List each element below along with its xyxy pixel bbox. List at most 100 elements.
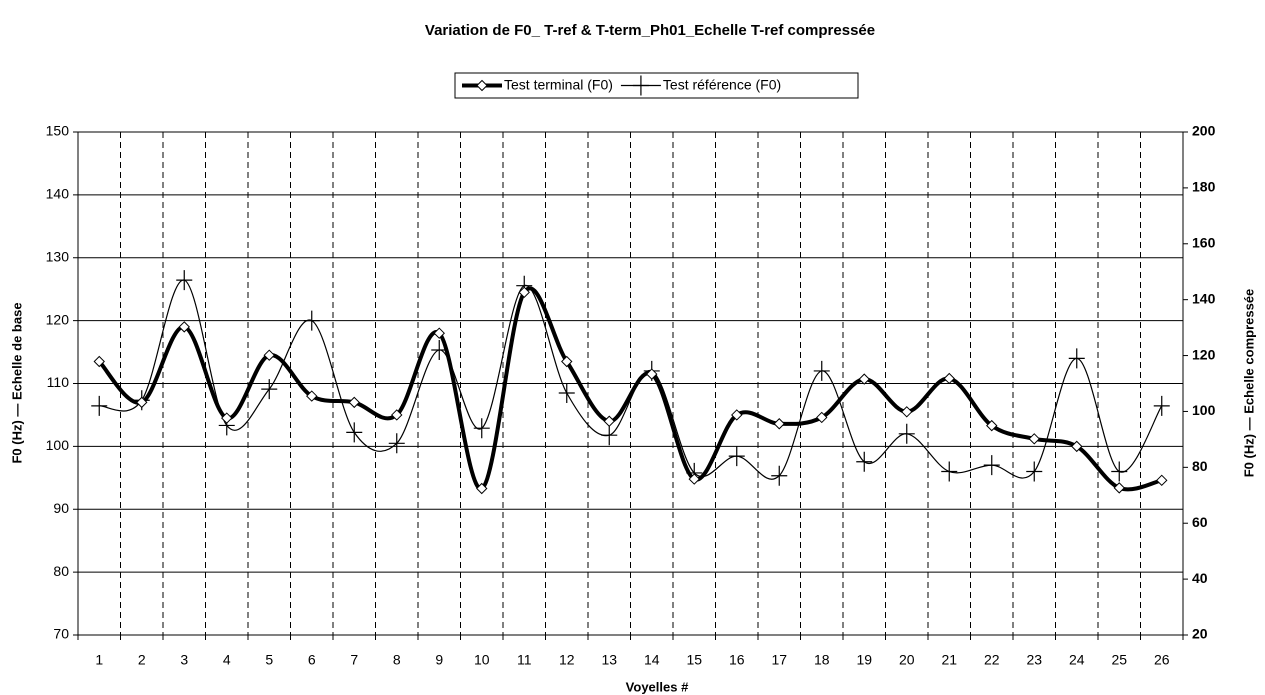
data-point <box>303 310 320 331</box>
x-tick-label: 7 <box>350 652 358 668</box>
x-tick-label: 26 <box>1154 652 1170 668</box>
y2-tick-label: 180 <box>1192 179 1216 195</box>
data-point <box>816 411 828 424</box>
x-tick-label: 21 <box>941 652 957 668</box>
data-point <box>346 422 363 443</box>
data-point <box>901 406 913 418</box>
y-axis-label: F0 (Hz) — Echelle de base <box>9 302 24 463</box>
data-point <box>731 409 743 421</box>
legend-label: Test référence (F0) <box>663 77 781 93</box>
y-tick-label: 110 <box>47 374 70 390</box>
x-tick-label: 8 <box>393 652 401 668</box>
y-tick-label: 120 <box>46 311 70 327</box>
x-tick-label: 25 <box>1111 652 1127 668</box>
legend: Test terminal (F0) Test référence (F0) <box>454 72 859 99</box>
data-point <box>561 355 573 368</box>
data-point <box>603 415 615 427</box>
data-point <box>688 473 700 485</box>
data-point <box>771 465 788 486</box>
y-tick-label: 100 <box>46 437 70 453</box>
x-tick-label: 4 <box>223 652 231 668</box>
x-tick-label: 20 <box>899 652 915 668</box>
data-point <box>178 321 190 333</box>
x-tick-label: 16 <box>729 652 745 668</box>
y2-tick-label: 120 <box>1192 346 1216 362</box>
x-tick-label: 3 <box>180 652 188 668</box>
y-tick-label: 130 <box>46 248 70 264</box>
data-point <box>858 373 870 385</box>
data-point <box>813 360 830 381</box>
y2-tick-label: 80 <box>1192 458 1208 474</box>
data-point <box>646 368 658 380</box>
x-tick-label: 9 <box>435 652 443 668</box>
data-point <box>558 383 575 404</box>
x-tick-label: 18 <box>814 652 830 668</box>
y2-tick-label: 100 <box>1192 402 1216 418</box>
data-point <box>91 395 108 416</box>
y2-tick-label: 200 <box>1192 123 1216 139</box>
y2-tick-label: 40 <box>1192 570 1208 586</box>
x-tick-label: 11 <box>517 652 532 668</box>
data-point <box>176 270 193 291</box>
x-tick-label: 23 <box>1026 652 1042 668</box>
x-tick-label: 10 <box>474 652 490 668</box>
x-tick-label: 1 <box>95 652 103 668</box>
data-point <box>1026 461 1043 482</box>
y2-tick-label: 160 <box>1192 234 1216 250</box>
x-tick-label: 17 <box>771 652 787 668</box>
data-point <box>856 451 873 472</box>
series-line <box>97 286 1163 492</box>
x-tick-label: 13 <box>601 652 617 668</box>
x-tick-label: 15 <box>686 652 702 668</box>
data-point <box>728 446 745 467</box>
data-point <box>1068 348 1085 369</box>
data-point <box>136 396 148 409</box>
data-point <box>391 409 403 421</box>
y2-tick-label: 60 <box>1192 514 1208 530</box>
data-point <box>983 455 1000 476</box>
x-tick-label: 5 <box>265 652 273 668</box>
data-point <box>221 412 233 424</box>
data-point <box>263 349 275 361</box>
x-tick-label: 2 <box>138 652 146 668</box>
y-tick-label: 140 <box>46 186 70 202</box>
data-point <box>473 418 490 439</box>
data-point <box>1113 482 1125 494</box>
data-point <box>943 372 955 385</box>
data-point <box>476 482 488 495</box>
data-point <box>261 379 278 400</box>
y-tick-label: 150 <box>46 123 70 139</box>
x-tick-label: 14 <box>644 652 660 668</box>
data-point <box>986 419 998 432</box>
data-point <box>348 396 360 409</box>
chart-title: Variation de F0_ T-ref & T-term_Ph01_Ech… <box>425 22 875 39</box>
data-point <box>93 355 105 368</box>
data-point <box>433 327 445 339</box>
y2-axis-label: F0 (Hz) — Echelle compressée <box>1241 289 1256 478</box>
y-tick-label: 70 <box>53 626 69 642</box>
x-axis-label: Voyelles # <box>626 679 689 694</box>
y2-tick-label: 140 <box>1192 290 1216 306</box>
data-point <box>898 423 915 444</box>
x-tick-label: 12 <box>559 652 575 668</box>
y-tick-label: 90 <box>53 500 69 516</box>
x-tick-label: 6 <box>308 652 316 668</box>
data-point <box>1071 440 1083 453</box>
x-tick-label: 24 <box>1069 652 1085 668</box>
data-point <box>1153 395 1170 416</box>
data-point <box>306 390 318 402</box>
data-point <box>476 79 488 92</box>
data-point <box>632 75 649 96</box>
data-point <box>1156 474 1168 487</box>
data-point <box>941 461 958 482</box>
data-point <box>388 433 405 454</box>
data-point <box>773 418 785 430</box>
legend-label: Test terminal (F0) <box>504 77 613 93</box>
data-point <box>518 286 530 299</box>
y2-tick-label: 20 <box>1192 626 1208 642</box>
x-tick-label: 22 <box>984 652 1000 668</box>
series-line <box>99 279 1163 480</box>
data-point <box>1028 433 1040 445</box>
data-point <box>601 425 618 446</box>
x-tick-label: 19 <box>856 652 872 668</box>
